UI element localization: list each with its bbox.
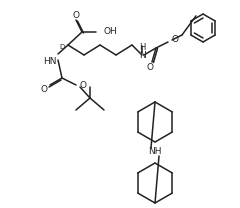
Text: NH: NH	[148, 147, 162, 156]
Text: OH: OH	[104, 27, 118, 36]
Text: D: D	[59, 44, 65, 50]
Text: O: O	[72, 10, 79, 20]
Text: HN: HN	[43, 57, 57, 67]
Text: O: O	[41, 85, 48, 94]
Text: O: O	[172, 36, 179, 45]
Text: O: O	[80, 82, 87, 90]
Text: O: O	[146, 63, 154, 73]
Text: N: N	[139, 52, 145, 61]
Text: H: H	[139, 43, 145, 52]
